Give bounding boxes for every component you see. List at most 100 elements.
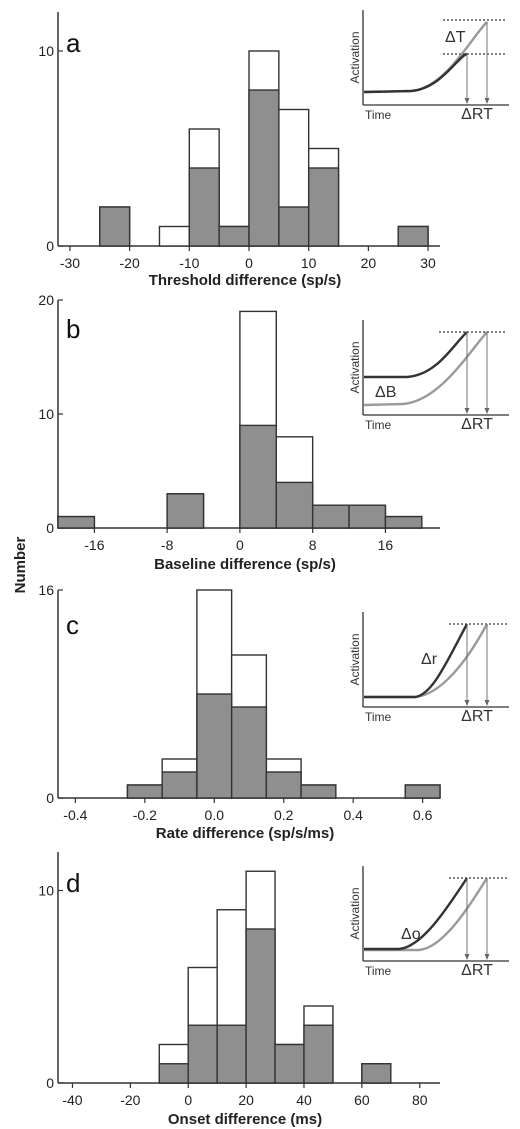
inset-delta-label: ΔT — [445, 29, 466, 46]
bar-filled — [161, 771, 198, 799]
bar-filled — [245, 928, 276, 1084]
panel-label: c — [66, 610, 79, 640]
x-tick-label: -0.4 — [63, 807, 87, 823]
bar-filled — [239, 424, 277, 529]
x-tick-label: 60 — [354, 1092, 370, 1108]
bar-filled — [196, 693, 233, 799]
x-axis-label: Baseline difference (sp/s) — [154, 556, 336, 573]
inset-rt-label: ΔRT — [461, 106, 493, 123]
bar-filled — [300, 784, 337, 799]
inset-y-label: Activation — [348, 887, 362, 939]
x-tick-label: -40 — [62, 1092, 82, 1108]
inset-delta-label: Δo — [401, 926, 421, 943]
y-tick-label: 0 — [46, 520, 54, 536]
bar-filled — [361, 1063, 392, 1084]
y-tick-label: 20 — [38, 292, 54, 308]
bar-filled — [187, 1024, 218, 1084]
inset-curve-light — [363, 21, 488, 94]
bar-total — [158, 225, 191, 247]
inset-y-label: Activation — [348, 31, 362, 83]
x-tick-label: -16 — [84, 537, 104, 553]
inset-rt-arrowhead — [464, 408, 470, 414]
bar-filled — [166, 493, 205, 529]
inset-x-label: Time — [365, 710, 392, 724]
inset-y-label: Activation — [348, 341, 362, 393]
inset-rt-arrowhead — [464, 700, 470, 706]
inset-rt-arrowhead — [484, 98, 490, 104]
inset-x-label: Time — [365, 418, 392, 432]
inset-curve-light — [364, 877, 489, 952]
inset-schematic: Activation Time ΔRT ΔB — [348, 320, 509, 433]
bar-filled — [275, 481, 314, 529]
inset-delta-label: ΔB — [375, 384, 396, 401]
inset-curve-dark — [363, 52, 468, 94]
y-tick-label: 10 — [38, 883, 54, 899]
inset-curve-dark — [364, 331, 468, 379]
bar-filled — [230, 706, 268, 799]
bar-filled — [218, 225, 250, 247]
bar-filled — [397, 225, 429, 247]
panel-label: a — [66, 28, 81, 58]
inset-schematic: Activation Time ΔRT ΔT — [348, 10, 509, 123]
x-tick-label: 0 — [245, 255, 253, 271]
inset-rt-arrowhead — [484, 408, 490, 414]
x-tick-label: 40 — [296, 1092, 312, 1108]
x-tick-label: -8 — [161, 537, 174, 553]
inset-curve-dark — [364, 877, 468, 951]
bar-filled — [311, 504, 350, 529]
inset-schematic: Activation Time ΔRT Δr — [348, 612, 509, 725]
bar-filled — [158, 1063, 189, 1084]
x-tick-label: -10 — [179, 255, 199, 271]
inset-y-label: Activation — [348, 633, 362, 685]
bar-filled — [188, 167, 220, 247]
bar-filled — [348, 504, 387, 529]
panel-label: b — [66, 314, 80, 344]
inset-schematic: Activation Time ΔRT Δo — [348, 866, 509, 979]
x-tick-label: 16 — [378, 537, 394, 553]
inset-curve-light — [363, 331, 488, 407]
inset-curve-dark — [364, 623, 469, 699]
y-tick-label: 0 — [46, 238, 54, 254]
x-axis-label: Rate difference (sp/s/ms) — [156, 825, 334, 842]
x-tick-label: 30 — [420, 255, 436, 271]
x-tick-label: 10 — [301, 255, 317, 271]
x-axis-label: Onset difference (ms) — [168, 1111, 322, 1128]
x-tick-label: -0.2 — [133, 807, 157, 823]
bar-filled — [216, 1024, 247, 1084]
bar-filled — [303, 1024, 334, 1084]
bar-filled — [404, 784, 441, 799]
x-axis-label: Threshold difference (sp/s) — [149, 272, 342, 289]
inset-rt-arrowhead — [464, 954, 470, 960]
inset-rt-arrowhead — [484, 700, 490, 706]
y-axis-label: Number — [12, 537, 29, 594]
panel-c: 0 16 -0.4 -0.2 0.0 0.2 0.4 0.6 Rate difference (… — [38, 582, 509, 842]
x-tick-label: 80 — [412, 1092, 428, 1108]
panel-label: d — [66, 868, 80, 898]
y-tick-label: 10 — [38, 406, 54, 422]
x-tick-label: 0.4 — [343, 807, 363, 823]
y-tick-label: 0 — [46, 790, 54, 806]
y-tick-label: 0 — [46, 1075, 54, 1091]
bar-filled — [126, 784, 163, 799]
x-tick-label: -20 — [120, 255, 140, 271]
inset-rt-label: ΔRT — [461, 708, 493, 725]
x-tick-label: 0 — [184, 1092, 192, 1108]
x-tick-label: 20 — [361, 255, 377, 271]
x-tick-label: 0.2 — [274, 807, 294, 823]
x-tick-label: -20 — [120, 1092, 140, 1108]
inset-rt-label: ΔRT — [461, 962, 493, 979]
bar-filled — [278, 206, 310, 247]
inset-rt-arrowhead — [464, 98, 470, 104]
inset-rt-label: ΔRT — [461, 416, 493, 433]
y-tick-label: 10 — [38, 43, 54, 59]
inset-x-label: Time — [365, 108, 392, 122]
bar-filled — [248, 89, 280, 247]
panel-d: 0 10 -40 -20 0 20 40 60 80 Onset difference (ms) d… — [38, 852, 509, 1128]
bar-filled — [307, 167, 340, 247]
x-tick-label: 0.6 — [413, 807, 433, 823]
inset-x-label: Time — [365, 964, 392, 978]
bar-filled — [265, 771, 302, 799]
bar-filled — [274, 1043, 305, 1084]
bar-filled — [99, 206, 131, 247]
